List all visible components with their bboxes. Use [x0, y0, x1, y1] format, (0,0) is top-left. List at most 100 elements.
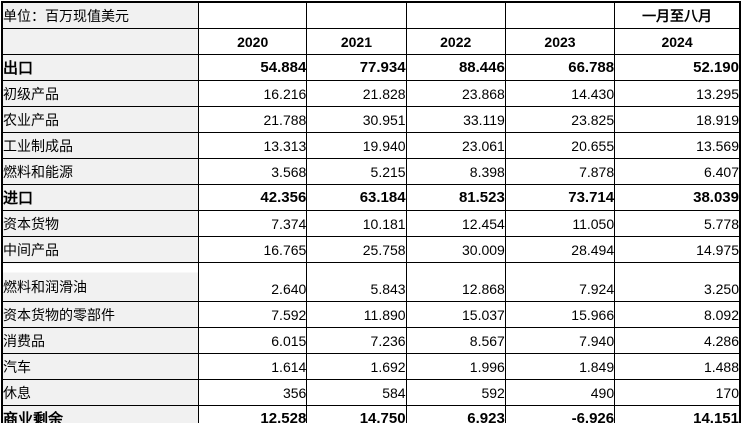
table-row: 资本货物的零部件 7.592 11.890 15.037 15.966 8.092: [1, 301, 741, 328]
column-header-2022: 2022: [405, 28, 506, 55]
value-cell: 3.568: [198, 158, 308, 185]
table-row: 燃料和能源 3.568 5.215 8.398 7.878 6.407: [1, 158, 741, 185]
value-cell: 8.398: [405, 158, 506, 185]
value-cell: 20.655: [504, 132, 616, 159]
value-cell: 7.924: [504, 262, 616, 302]
value-cell: 12.868: [405, 262, 506, 302]
value-cell: 16.216: [198, 80, 308, 107]
row-label: 燃料和润滑油: [1, 262, 200, 302]
value-cell: 170: [614, 379, 741, 406]
value-cell: 13.295: [614, 80, 741, 107]
value-cell: -6.926: [504, 405, 616, 423]
value-cell: 33.119: [405, 106, 506, 133]
table-row: 出口 54.884 77.934 88.446 66.788 52.190: [1, 54, 741, 81]
value-cell: 4.286: [614, 327, 741, 354]
value-cell: 66.788: [504, 54, 616, 81]
value-cell: 13.569: [614, 132, 741, 159]
value-cell: 16.765: [198, 236, 308, 263]
value-cell: 15.037: [405, 301, 506, 328]
value-cell: 30.951: [306, 106, 407, 133]
empty-cell: [405, 1, 506, 29]
value-cell: 5.778: [614, 210, 741, 237]
value-cell: 6.923: [405, 405, 506, 423]
row-label: 资本货物的零部件: [1, 301, 200, 328]
value-cell: 1.488: [614, 353, 741, 380]
value-cell: 54.884: [198, 54, 308, 81]
value-cell: 28.494: [504, 236, 616, 263]
row-label: 消费品: [1, 327, 200, 354]
value-cell: 23.868: [405, 80, 506, 107]
empty-cell: [306, 1, 407, 29]
value-cell: 81.523: [405, 184, 506, 211]
table-row: 消费品 6.015 7.236 8.567 7.940 4.286: [1, 327, 741, 354]
row-label: 燃料和能源: [1, 158, 200, 185]
value-cell: 23.061: [405, 132, 506, 159]
value-cell: 11.890: [306, 301, 407, 328]
row-label: 中间产品: [1, 236, 200, 263]
value-cell: 8.092: [614, 301, 741, 328]
value-cell: 6.015: [198, 327, 308, 354]
table-row: 商业剩余 12.528 14.750 6.923 -6.926 14.151: [1, 405, 741, 423]
value-cell: 490: [504, 379, 616, 406]
value-cell: 63.184: [306, 184, 407, 211]
value-cell: 5.215: [306, 158, 407, 185]
value-cell: 584: [306, 379, 407, 406]
value-cell: 42.356: [198, 184, 308, 211]
value-cell: 7.878: [504, 158, 616, 185]
column-header-2024: 2024: [614, 28, 741, 55]
year-header-row: 2020 2021 2022 2023 2024: [1, 28, 741, 55]
table-row: 燃料和润滑油 2.640 5.843 12.868 7.924 3.250: [1, 262, 741, 302]
row-label: 出口: [1, 54, 200, 81]
row-label: 休息: [1, 379, 200, 406]
value-cell: 52.190: [614, 54, 741, 81]
value-cell: 88.446: [405, 54, 506, 81]
value-cell: 356: [198, 379, 308, 406]
value-cell: 14.750: [306, 405, 407, 423]
value-cell: 19.940: [306, 132, 407, 159]
trade-table-body: 出口 54.884 77.934 88.446 66.788 52.190 初级产品 16.2…: [1, 54, 741, 423]
value-cell: 1.849: [504, 353, 616, 380]
value-cell: 13.313: [198, 132, 308, 159]
value-cell: 1.614: [198, 353, 308, 380]
column-header-2023: 2023: [504, 28, 616, 55]
value-cell: 7.592: [198, 301, 308, 328]
empty-cell: [198, 1, 308, 29]
table-row: 农业产品 21.788 30.951 33.119 23.825 18.919: [1, 106, 741, 133]
value-cell: 30.009: [405, 236, 506, 263]
table-row: 进口 42.356 63.184 81.523 73.714 38.039: [1, 184, 741, 211]
period-label: 一月至八月: [614, 1, 741, 29]
value-cell: 6.407: [614, 158, 741, 185]
value-cell: 77.934: [306, 54, 407, 81]
value-cell: 15.966: [504, 301, 616, 328]
value-cell: 21.788: [198, 106, 308, 133]
row-label: 初级产品: [1, 80, 200, 107]
table-row: 休息 356 584 592 490 170: [1, 379, 741, 406]
value-cell: 12.454: [405, 210, 506, 237]
value-cell: 5.843: [306, 262, 407, 302]
table-row: 资本货物 7.374 10.181 12.454 11.050 5.778: [1, 210, 741, 237]
row-label: 汽车: [1, 353, 200, 380]
value-cell: 14.151: [614, 405, 741, 423]
value-cell: 10.181: [306, 210, 407, 237]
value-cell: 3.250: [614, 262, 741, 302]
value-cell: 8.567: [405, 327, 506, 354]
value-cell: 7.940: [504, 327, 616, 354]
row-label: 进口: [1, 184, 200, 211]
value-cell: 2.640: [198, 262, 308, 302]
row-label: 农业产品: [1, 106, 200, 133]
value-cell: 14.975: [614, 236, 741, 263]
empty-cell: [504, 1, 616, 29]
column-header-2021: 2021: [306, 28, 407, 55]
value-cell: 1.692: [306, 353, 407, 380]
value-cell: 592: [405, 379, 506, 406]
value-cell: 21.828: [306, 80, 407, 107]
value-cell: 11.050: [504, 210, 616, 237]
value-cell: 18.919: [614, 106, 741, 133]
unit-caption: 单位：百万现值美元: [1, 1, 200, 29]
value-cell: 7.374: [198, 210, 308, 237]
value-cell: 38.039: [614, 184, 741, 211]
value-cell: 1.996: [405, 353, 506, 380]
row-label: 商业剩余: [1, 405, 200, 423]
value-cell: 25.758: [306, 236, 407, 263]
